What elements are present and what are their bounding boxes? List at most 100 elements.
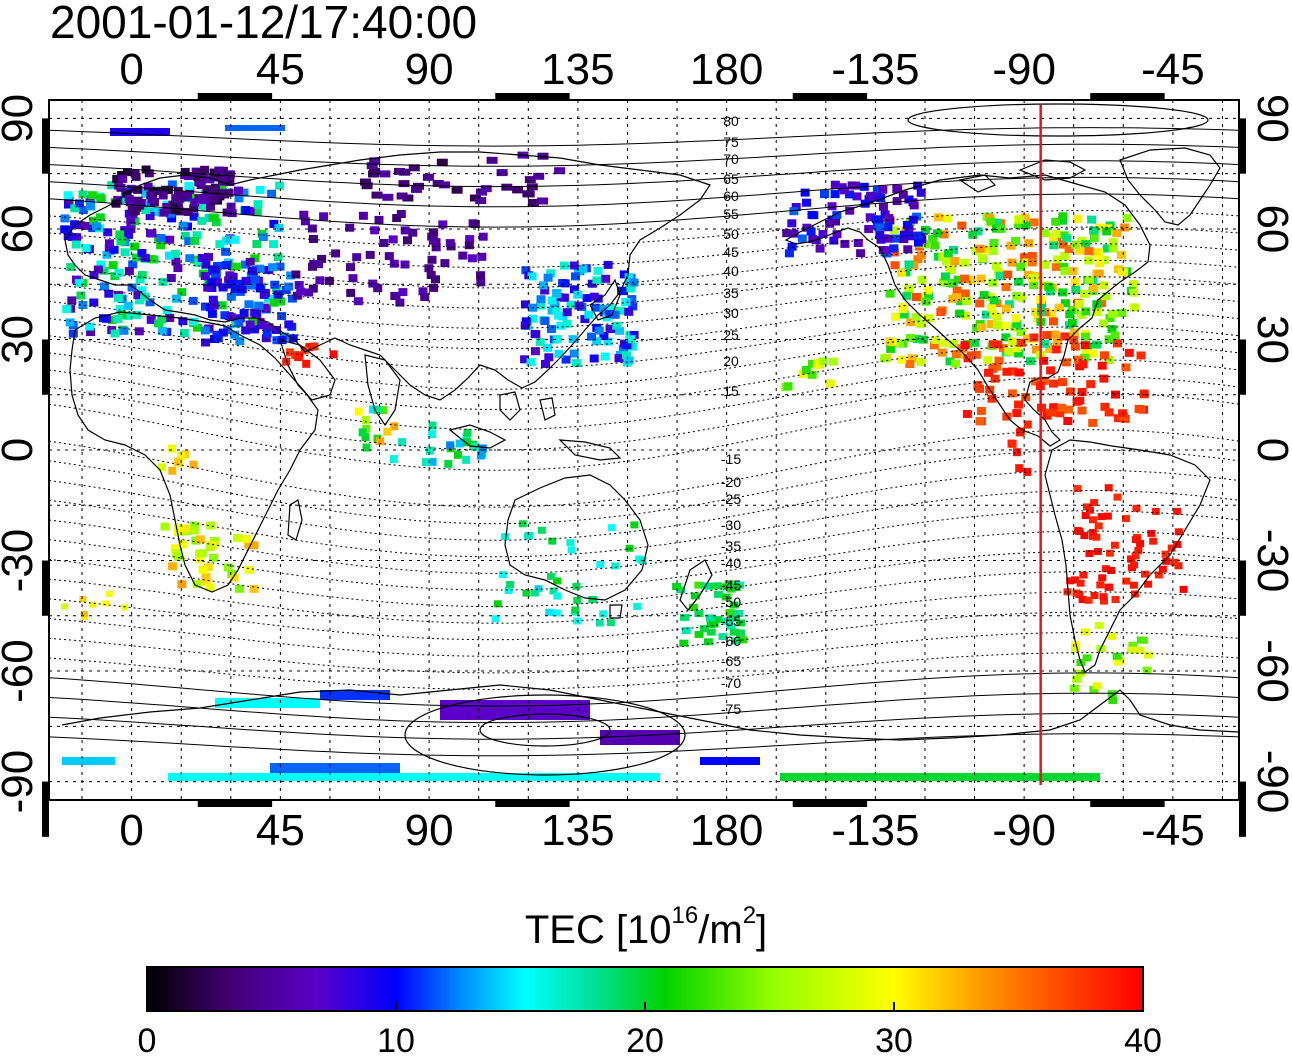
tec-cell (1161, 550, 1170, 558)
tec-cell (109, 245, 119, 254)
tec-cell (909, 261, 919, 270)
tec-cell (382, 193, 394, 201)
tec-cell (100, 282, 109, 291)
tec-cell (885, 337, 894, 346)
tec-cell (729, 601, 739, 609)
tec-cell (211, 269, 221, 278)
tec-cell (1096, 581, 1105, 589)
tec-cell (200, 326, 210, 335)
contour-line (49, 530, 1239, 591)
tec-cell (802, 198, 811, 207)
tec-cell (892, 197, 902, 206)
tec-cell (572, 582, 581, 590)
tec-cell (252, 310, 262, 318)
tec-cell (705, 614, 715, 622)
tec-cell (206, 278, 216, 287)
tec-cell (1070, 278, 1080, 286)
tec-cell (206, 202, 215, 211)
tec-cell (930, 241, 940, 250)
tec-cell (1128, 641, 1138, 649)
tec-cell (1040, 229, 1050, 238)
tec-cell (1141, 570, 1149, 578)
tec-cell (1071, 576, 1079, 584)
tec-cell (463, 428, 472, 437)
tec-cell (904, 195, 914, 204)
tec-cell (547, 325, 556, 333)
tec-cell (957, 221, 967, 230)
tec-cell (1167, 544, 1176, 552)
tec-cell (1077, 388, 1087, 396)
tec-cell (275, 181, 285, 190)
tec-cell (679, 639, 689, 647)
colorbar-tick-label: 20 (626, 1022, 664, 1057)
tec-cell (605, 310, 614, 319)
tec-cell (878, 202, 888, 211)
tec-cell (463, 438, 472, 447)
tec-cell (1139, 389, 1149, 398)
lon-tick-label-bottom: -90 (992, 806, 1056, 855)
tec-cell (476, 188, 487, 196)
contour-label: 70 (723, 151, 739, 167)
tec-cell (1117, 268, 1127, 276)
tec-cell (878, 185, 888, 194)
tec-cell (903, 245, 913, 254)
lon-tick-label-top: 45 (256, 45, 305, 94)
tec-cell (70, 204, 80, 213)
tec-cell (1095, 223, 1105, 232)
tec-cell (1071, 644, 1080, 652)
tec-cell (1089, 234, 1099, 243)
tec-cell (89, 298, 99, 307)
tec-cell (1078, 360, 1088, 369)
tec-cell (244, 300, 254, 309)
tec-cell (569, 349, 579, 358)
tec-cell (108, 261, 118, 270)
tec-cell (933, 213, 943, 222)
tec-cell (943, 249, 953, 258)
tec-cell (379, 406, 388, 415)
tec-cell (845, 206, 855, 215)
tec-cell (911, 292, 921, 301)
tec-cell (1103, 512, 1112, 520)
tec-cell (520, 300, 530, 309)
tec-cell (625, 544, 634, 552)
tec-cell (431, 275, 440, 284)
tec-cell (1104, 335, 1114, 344)
tec-cell (916, 188, 926, 197)
tec-cell (909, 201, 919, 210)
tec-cell (599, 304, 609, 313)
tec-cell (1001, 283, 1011, 292)
tec-cell (284, 320, 294, 329)
tec-cell (300, 217, 310, 226)
tec-cell (120, 226, 130, 235)
tec-cell (1087, 215, 1097, 224)
tec-cell (603, 260, 613, 269)
tec-cell (554, 349, 564, 358)
tec-cell (797, 234, 807, 243)
tec-cell (178, 317, 188, 326)
tec-cell (554, 167, 566, 175)
tec-cell (235, 584, 244, 593)
tec-cell (1066, 577, 1075, 585)
tec-cell (140, 253, 150, 262)
tec-cell (1024, 239, 1034, 248)
tec-cell (940, 272, 950, 281)
tec-cell (235, 337, 245, 346)
tec-cell (962, 410, 972, 418)
tec-cell (1045, 345, 1055, 353)
contour-label: -55 (721, 613, 741, 629)
tec-cell (225, 271, 235, 280)
tec-band (780, 773, 1100, 781)
tec-cell (533, 172, 545, 180)
tec-cell (140, 292, 149, 301)
tec-cell (217, 301, 227, 310)
tec-cell (825, 219, 835, 228)
tec-cell (61, 603, 68, 610)
tec-cell (1004, 347, 1014, 356)
contour-label: 65 (723, 171, 739, 187)
tec-cell (1090, 499, 1099, 507)
tec-band (320, 690, 390, 700)
tec-cell (709, 620, 719, 628)
tec-cell (512, 186, 524, 194)
tec-cell (395, 298, 405, 307)
tec-cell (1116, 250, 1126, 259)
